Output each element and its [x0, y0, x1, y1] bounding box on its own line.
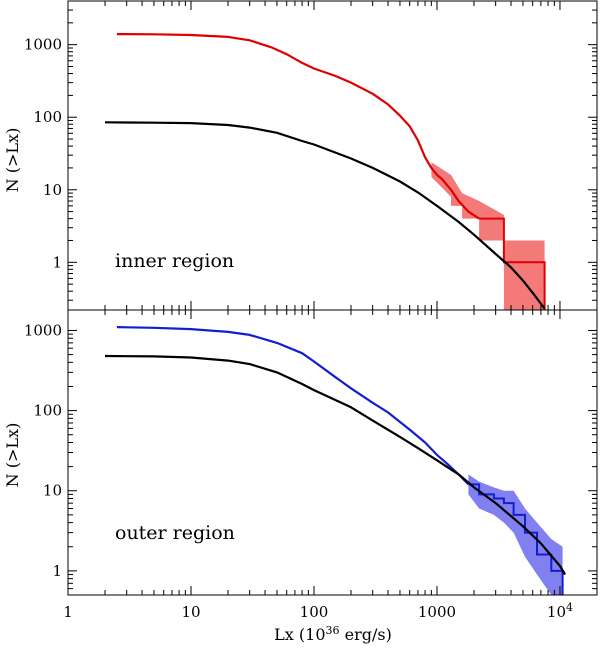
region-annotation: outer region: [115, 522, 235, 544]
plot-frame: [67, 309, 598, 596]
series-observed: [116, 326, 564, 595]
plot-area: [104, 326, 567, 595]
x-tick-label: 1: [63, 603, 73, 621]
x-axis-title-exponent: 36: [326, 624, 340, 637]
y-tick-label: 1: [52, 253, 62, 271]
y-tick-label: 10: [43, 482, 62, 500]
y-axis-title: N (>Lx): [3, 423, 22, 488]
y-tick-label: 1000: [24, 36, 62, 54]
region-annotation: inner region: [115, 250, 234, 272]
series-model: [104, 121, 546, 310]
y-tick-label: 100: [33, 108, 62, 126]
y-tick-label: 10: [43, 181, 62, 199]
y-ticks: [67, 0, 598, 310]
x-axis-title: Lx (1036 erg/s): [274, 624, 392, 644]
series-line-model: [104, 121, 546, 310]
x-tick-label: 1000: [418, 603, 456, 621]
x-axis-tick-labels: 1 10 100 1000 104: [63, 601, 573, 621]
panel-inner-region: 1 10 100 1000 N (>Lx) inner region: [3, 0, 598, 311]
y-axis-title: N (>Lx): [3, 128, 22, 193]
y-tick-label: 100: [33, 402, 62, 420]
series-line-observed: [116, 326, 470, 486]
x-axis-title-units: erg/s): [340, 625, 392, 644]
y-ticks: [67, 310, 598, 596]
step-line-observed: [468, 483, 564, 595]
series-line-model: [104, 354, 567, 576]
y-tick-label: 1: [52, 562, 62, 580]
x-tick-label: 100: [300, 603, 329, 621]
x-tick-label: 104: [547, 601, 573, 621]
series-line-observed: [116, 33, 480, 220]
panel-outer-region: 1 10 100 1000 N (>Lx) outer region: [3, 309, 598, 596]
error-band: [468, 474, 563, 595]
x-tick-superscript: 4: [566, 601, 573, 614]
series-model: [104, 354, 567, 576]
plot-area: [104, 33, 546, 310]
x-tick-label: 10: [181, 603, 200, 621]
x-axis-title-main: Lx (10: [274, 625, 325, 644]
y-tick-label: 1000: [24, 321, 62, 339]
